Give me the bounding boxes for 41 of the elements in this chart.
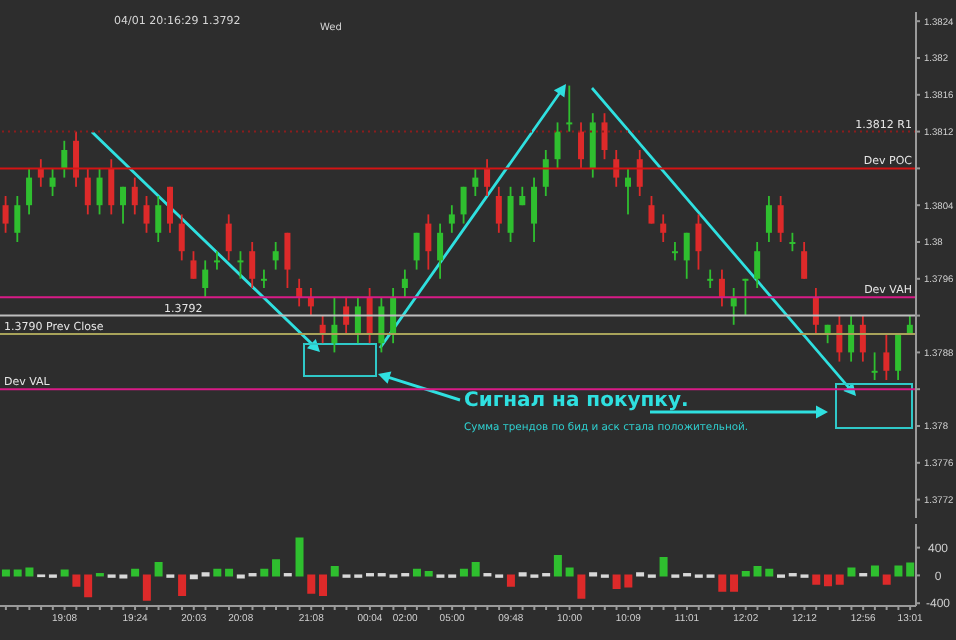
candlestick xyxy=(213,251,220,270)
bar xyxy=(154,561,163,577)
bar xyxy=(72,574,81,587)
bar xyxy=(565,567,574,577)
bar xyxy=(84,574,93,598)
candlestick xyxy=(707,269,714,288)
bar xyxy=(60,569,69,577)
bar xyxy=(307,574,316,594)
bar xyxy=(412,568,421,577)
candlestick xyxy=(871,352,878,380)
bar xyxy=(870,565,879,577)
candlestick xyxy=(260,269,267,288)
bar xyxy=(260,568,269,577)
bar xyxy=(330,566,339,577)
bar xyxy=(553,554,562,577)
bar xyxy=(823,574,832,587)
bar xyxy=(730,574,739,592)
bar xyxy=(659,557,668,577)
bar xyxy=(812,574,821,585)
bar xyxy=(295,537,304,577)
bar xyxy=(471,561,480,577)
bar xyxy=(1,569,10,577)
candlestick xyxy=(671,242,678,261)
candlestick xyxy=(566,85,573,132)
bar xyxy=(225,568,234,577)
bar xyxy=(577,574,586,599)
bar xyxy=(906,562,915,577)
bar xyxy=(213,568,222,577)
bar xyxy=(718,574,727,592)
bar xyxy=(894,565,903,577)
bar xyxy=(272,559,281,577)
bar xyxy=(178,574,187,596)
bar xyxy=(882,574,891,585)
bar xyxy=(131,568,140,577)
bar xyxy=(459,568,468,577)
bar xyxy=(835,574,844,585)
bar xyxy=(142,574,151,601)
annotation: Сигнал на покупку. xyxy=(464,390,689,412)
bar xyxy=(319,574,328,596)
bar xyxy=(506,574,515,587)
bar xyxy=(847,567,856,577)
